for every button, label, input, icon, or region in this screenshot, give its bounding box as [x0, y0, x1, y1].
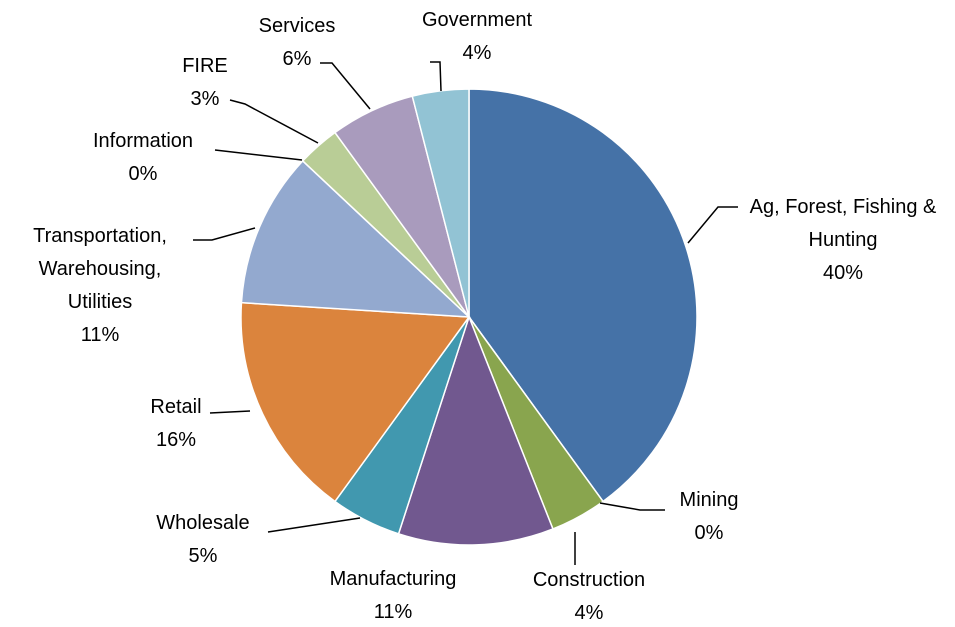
leader-line	[599, 502, 665, 511]
category-label: Construction	[532, 568, 646, 591]
percent-label: 5%	[188, 544, 218, 567]
data-label: Mining 0%	[649, 484, 769, 550]
category-label: Retail	[150, 395, 202, 418]
leader-line	[229, 99, 319, 144]
data-label: Retail 16%	[126, 391, 226, 457]
category-label: Manufacturing	[329, 567, 457, 590]
category-label: Transportation, Warehousing, Utilities	[33, 224, 167, 313]
pie-slice	[397, 314, 554, 546]
category-label: Information	[92, 129, 194, 152]
leader-line	[267, 517, 361, 533]
category-label: FIRE	[182, 54, 228, 77]
category-label: Services	[258, 14, 336, 37]
leader-line	[214, 149, 303, 161]
percent-label: 6%	[282, 47, 312, 70]
data-label: Information 0%	[63, 125, 223, 191]
data-label: Government 4%	[397, 4, 557, 70]
leader-line	[193, 227, 256, 241]
data-label: Construction 4%	[509, 564, 669, 627]
leader-line	[687, 206, 738, 244]
slices	[240, 88, 698, 546]
percent-label: 0%	[128, 162, 158, 185]
pie-slice	[240, 301, 471, 503]
percent-label: 11%	[80, 323, 120, 346]
data-label: Manufacturing 11%	[303, 563, 483, 627]
data-label: Transportation, Warehousing, Utilities 11…	[8, 220, 193, 352]
data-label: FIRE 3%	[165, 50, 245, 116]
pie-slice	[468, 88, 698, 503]
data-label: Wholesale 5%	[138, 507, 268, 573]
percent-label: 40%	[822, 261, 864, 284]
percent-label: 3%	[190, 87, 220, 110]
data-label: Ag, Forest, Fishing & Hunting 40%	[736, 191, 951, 290]
pie-slice	[240, 159, 472, 318]
leader-line	[430, 61, 442, 92]
percent-label: 4%	[574, 601, 604, 624]
leader-line	[209, 410, 251, 414]
leader-line	[320, 62, 371, 110]
category-label: Ag, Forest, Fishing & Hunting	[749, 195, 937, 251]
leader-lines	[193, 61, 738, 565]
percent-label: 4%	[462, 41, 492, 64]
data-label: Services 6%	[242, 10, 352, 76]
category-label: Mining	[679, 488, 739, 511]
percent-label: 11%	[373, 600, 413, 623]
percent-label: 0%	[694, 521, 724, 544]
category-label: Government	[421, 8, 533, 31]
category-label: Wholesale	[156, 511, 250, 534]
percent-label: 16%	[155, 428, 197, 451]
